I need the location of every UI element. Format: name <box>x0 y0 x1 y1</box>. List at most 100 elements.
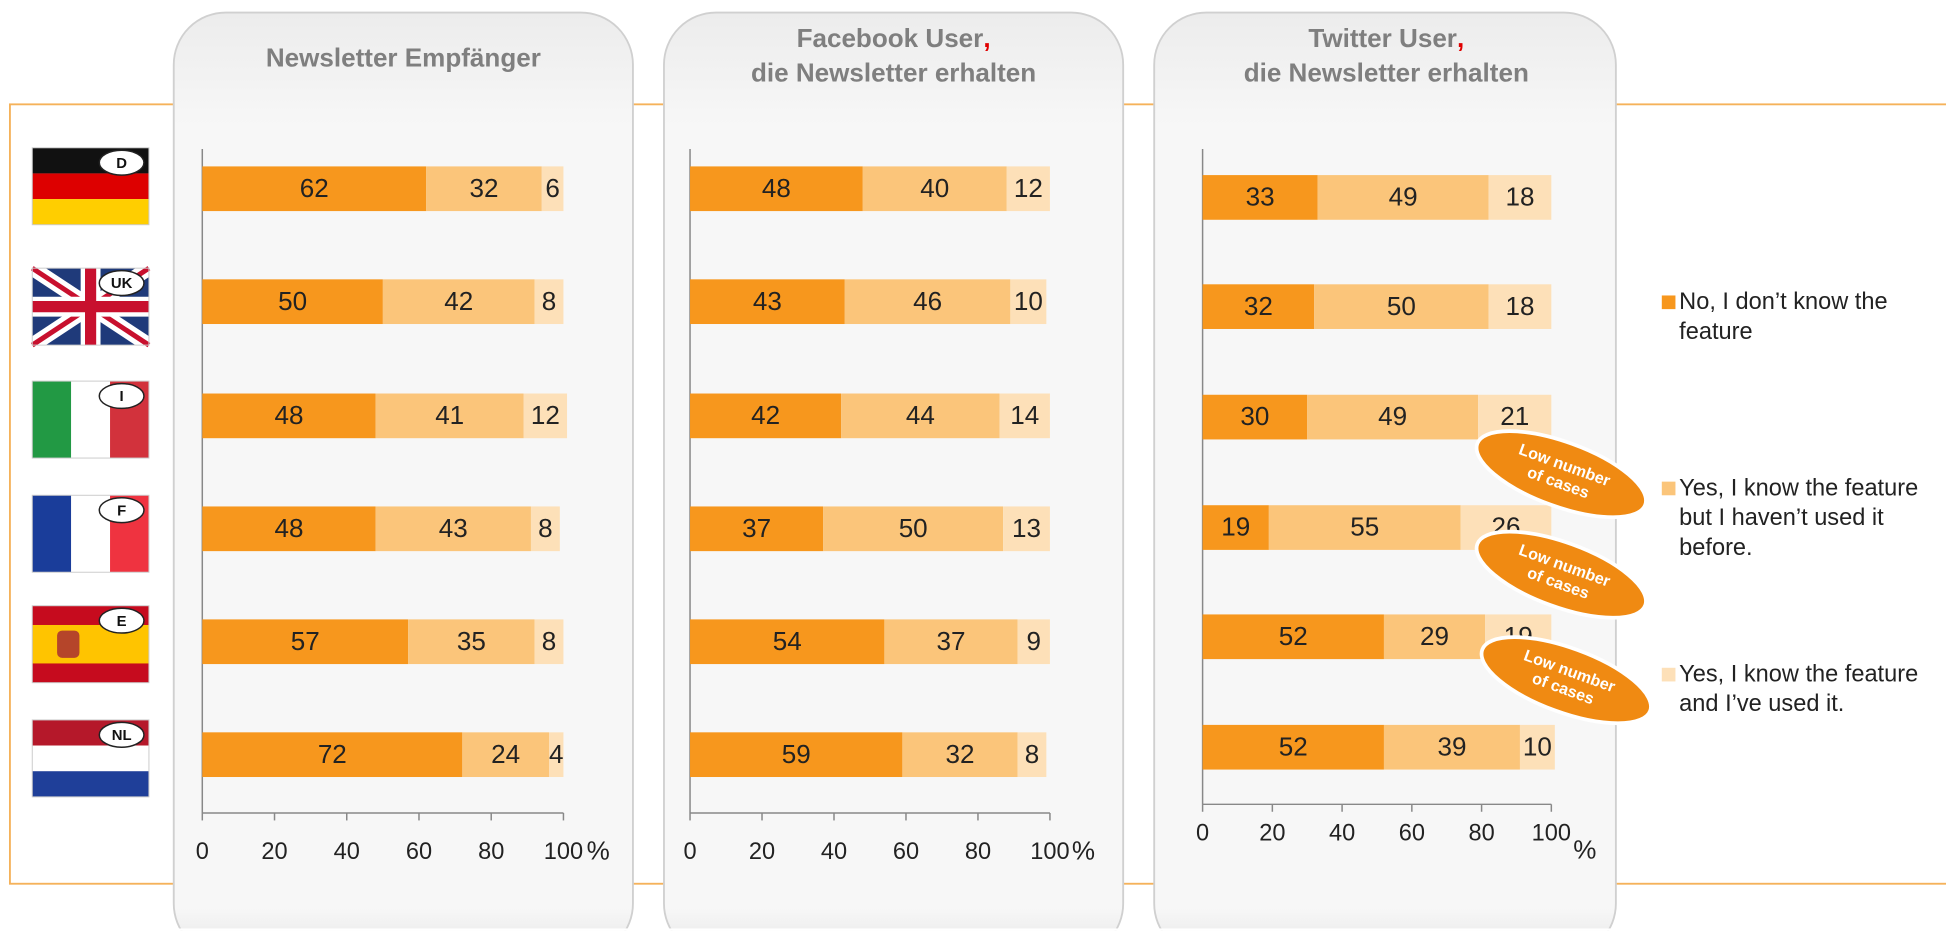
data-label: 32 <box>470 173 499 203</box>
data-label: 52 <box>1279 621 1308 651</box>
bar-segment <box>1202 505 1269 550</box>
flag-label-badge <box>98 382 145 410</box>
x-tick-label: 20 <box>1259 819 1285 845</box>
data-label: 35 <box>457 626 486 656</box>
flag-emblem <box>57 630 80 658</box>
frame-bottom-mask <box>0 928 1946 931</box>
data-label: 14 <box>1010 400 1039 430</box>
x-tick-label: 80 <box>1468 819 1494 845</box>
bar-segment <box>999 393 1050 439</box>
bar-segment <box>1314 284 1489 329</box>
data-label: 55 <box>1350 512 1379 542</box>
data-label: 30 <box>1240 401 1269 431</box>
flag-label: I <box>120 389 124 405</box>
data-label: 52 <box>1279 731 1308 761</box>
bar-segment <box>375 506 531 552</box>
data-label: 42 <box>751 400 780 430</box>
flag: I <box>31 380 150 459</box>
data-label: 24 <box>491 739 520 769</box>
data-label: 21 <box>1500 401 1529 431</box>
x-tick-label: 80 <box>478 838 504 864</box>
bar-segment <box>1488 175 1552 220</box>
data-label: 50 <box>278 286 307 316</box>
data-label: 12 <box>531 400 560 430</box>
data-label: 32 <box>945 739 974 769</box>
panel <box>172 11 634 936</box>
flag-stripe <box>32 199 149 225</box>
flag: NL <box>31 719 150 798</box>
bar-segment <box>1006 166 1050 212</box>
flag-label: UK <box>111 276 133 292</box>
flag-shade <box>31 494 150 573</box>
data-label: 6 <box>545 173 559 203</box>
data-label: 18 <box>1505 291 1534 321</box>
bar-segment <box>534 619 564 665</box>
legend-label: No, I don’t know the feature <box>1679 289 1888 346</box>
x-tick-label: 60 <box>406 838 432 864</box>
bar-segment <box>426 166 542 212</box>
x-tick-label: 20 <box>261 838 287 864</box>
bar-segment <box>1202 284 1315 329</box>
bar-segment <box>1202 394 1308 440</box>
data-label: 13 <box>1012 513 1041 543</box>
bar-segment <box>523 393 568 439</box>
bar-segment <box>844 279 1011 325</box>
data-label: 57 <box>291 626 320 656</box>
flag: E <box>31 605 150 684</box>
bar-segment <box>902 732 1018 778</box>
data-label: 43 <box>439 513 468 543</box>
bar-segment <box>1307 394 1479 440</box>
bar-segment <box>823 506 1004 552</box>
x-tick-label: 40 <box>1329 819 1355 845</box>
data-label: 10 <box>1523 731 1552 761</box>
bar-segment <box>202 732 463 778</box>
flag-shade <box>31 267 150 346</box>
bar-segment <box>530 506 560 552</box>
flag-stripe <box>32 745 149 772</box>
flag-shade <box>31 719 150 798</box>
bar-segment <box>1017 732 1047 778</box>
bar-segment <box>841 393 1000 439</box>
data-label: 8 <box>542 286 557 316</box>
legend-label: Yes, I know the feature and I’ve used it… <box>1679 661 1919 718</box>
bar-segment <box>462 732 550 778</box>
x-axis-unit: % <box>587 836 610 866</box>
bar-segment <box>382 279 535 325</box>
data-label: 62 <box>300 173 329 203</box>
data-label: 10 <box>1014 286 1043 316</box>
data-label: 37 <box>742 513 771 543</box>
x-axis-unit: % <box>1072 836 1095 866</box>
data-label: 8 <box>538 513 553 543</box>
flag-shade <box>31 147 150 226</box>
bar-segment <box>1383 614 1486 660</box>
flag-label-badge <box>98 269 145 297</box>
flag-stripe <box>32 771 149 797</box>
bar-segment <box>690 393 842 439</box>
data-label: 44 <box>906 400 935 430</box>
x-tick-label: 20 <box>749 838 775 864</box>
panel <box>663 11 1125 936</box>
panel-title: die Newsletter erhalten <box>751 57 1036 87</box>
flag: UK <box>28 261 154 352</box>
flag-label: D <box>116 156 127 172</box>
data-label: 42 <box>444 286 473 316</box>
bar-segment <box>1317 175 1489 220</box>
x-tick-label: 0 <box>683 838 696 864</box>
bar-segment <box>1017 619 1050 665</box>
data-label: 19 <box>1221 512 1250 542</box>
bar-segment <box>1268 505 1461 550</box>
data-label: 4 <box>549 739 563 769</box>
data-label: 29 <box>1420 621 1449 651</box>
flag-label: NL <box>112 728 132 744</box>
flag-shade <box>31 605 150 684</box>
bar-segment <box>1488 284 1552 329</box>
bar-segment <box>690 166 863 212</box>
flag-label: E <box>117 614 127 630</box>
flag-label: F <box>117 503 126 519</box>
data-label: 40 <box>920 173 949 203</box>
flag-label-badge <box>98 497 145 524</box>
flag-stripe <box>32 381 72 459</box>
x-tick-label: 100 <box>1532 819 1571 845</box>
bar-segment <box>1010 279 1047 325</box>
